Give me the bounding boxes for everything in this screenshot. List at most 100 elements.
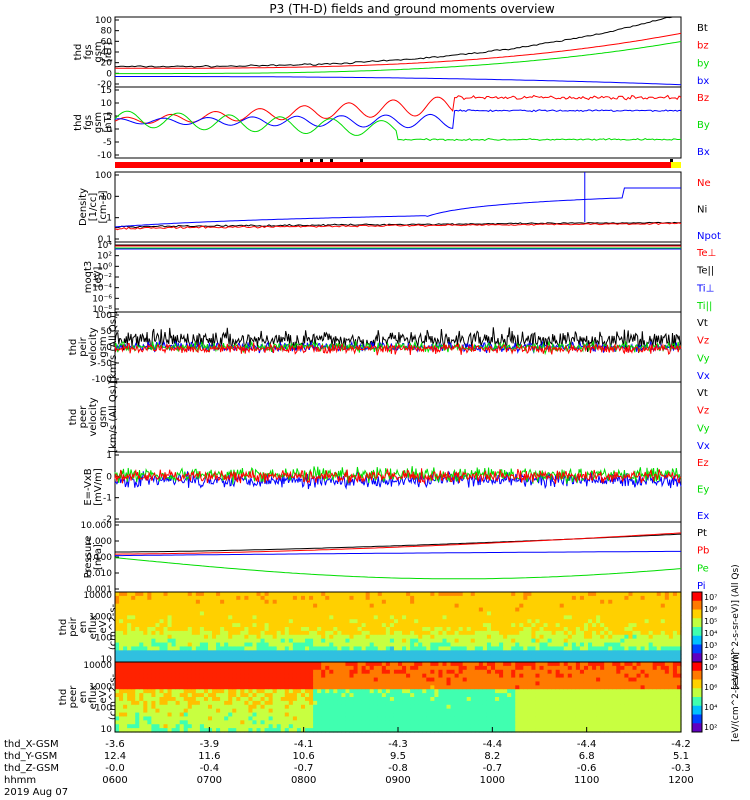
xaxis-value: -0.3: [671, 763, 691, 774]
colorbar-label: [eV/(cm^2-s-sr-eV)] (All Qs): [731, 564, 741, 689]
ytick-label: 1000: [89, 682, 112, 692]
ylabel-line: eflux: [88, 685, 99, 710]
xaxis-value: -4.1: [294, 739, 314, 750]
ytick-label: -100: [92, 375, 113, 385]
ytick-label: 10000: [83, 591, 112, 601]
ylabel-line: [mV/m]: [93, 468, 104, 506]
series-group: [114, 94, 682, 142]
ylabel-line: [eV]: [93, 267, 104, 288]
ytick-label: 0.1: [98, 235, 112, 245]
ylabel-line: (cm^2-s-: [108, 603, 119, 650]
xaxis-value: 11.6: [198, 751, 220, 762]
panel-frame: [114, 451, 682, 523]
ylabel-line: fgs: [83, 44, 94, 59]
series-bt: [114, 16, 681, 68]
xaxis-value: 0800: [291, 775, 316, 786]
series-by: [114, 109, 682, 129]
ylabel-line: fgs: [83, 115, 94, 130]
ylabel-line: peer: [78, 405, 89, 429]
ylabel-line: eV: [98, 690, 109, 703]
xaxis-value: -0.6: [577, 763, 597, 774]
xaxis-value: 1200: [668, 775, 693, 786]
ylabel-line: [km/s (All Qs)]: [108, 311, 119, 383]
ylabel-line: peer: [68, 685, 79, 709]
legend-vz: Vz: [697, 336, 709, 347]
ytick-label: 5: [106, 112, 112, 122]
ylabel-line: [nT]: [103, 42, 114, 62]
series-ni: [114, 221, 682, 229]
legend-vt: Vt: [697, 318, 708, 329]
xaxis-value: 0900: [385, 775, 410, 786]
ytick-label: 10: [101, 99, 113, 109]
series-ez: [114, 467, 682, 485]
ytick-label: 1.000: [86, 537, 112, 547]
xaxis-value: -4.2: [671, 739, 691, 750]
quality-flag-mark: [300, 159, 303, 162]
ylabel-line: thd: [68, 409, 79, 426]
ytick-label: 15: [101, 86, 112, 96]
ylabel-line: moqt3: [83, 261, 94, 294]
panel-7: thd peer velocity gsm [km/s (All Qs)] Vt Vz Vy V…: [68, 381, 710, 453]
series-group: [114, 327, 682, 356]
legend-ex: Ex: [697, 511, 709, 522]
colorbar-tick: 10⁶: [704, 683, 717, 692]
xaxis-value: 1100: [574, 775, 599, 786]
colorbar-tick: 10²: [704, 723, 717, 732]
series-pt: [115, 533, 682, 553]
xaxis-value: -3.9: [200, 739, 220, 750]
xaxis-value: -4.4: [483, 739, 503, 750]
panel-frame: [114, 241, 682, 313]
panel-6: thd peir velocity gsm [km/s (All Qs)]100 50 0 -…: [68, 311, 710, 385]
series-bz: [115, 32, 682, 69]
ytick-label: 0.100: [86, 553, 112, 563]
ylabel-line: thd: [73, 114, 84, 131]
ylabel-line: [cm-3]: [98, 190, 109, 223]
series-ex: [114, 470, 682, 490]
xaxis-value: -0.7: [483, 763, 503, 774]
ytick-label: 10: [101, 725, 113, 735]
ylabel-line: (cm^2-s-: [108, 673, 119, 720]
series-vx: [114, 340, 682, 354]
colorbar-tick: 10⁷: [704, 593, 717, 602]
series-group: [114, 172, 682, 231]
panel-4: Density [1/cc] [cm-3] 100 10 1 0.1 Ne Ni Npot: [78, 171, 721, 245]
ylabel-line: E=-VxB: [83, 468, 94, 505]
ytick-label: 0.010: [86, 569, 112, 579]
quality-flag-mark: [330, 159, 333, 162]
series-by: [115, 41, 682, 75]
ytick-label: 10⁻²: [92, 273, 112, 283]
ylabel-line: gsm: [98, 406, 109, 427]
ytick-label: 80: [101, 27, 113, 37]
colorbar-tick: 10⁴: [704, 629, 717, 638]
series-ne: [114, 222, 682, 231]
colorbar-ion: 10⁷ 10⁶ 10⁵ 10⁴ 10³ 10² [eV/(cm^2-s-sr-eV)] (A…: [691, 564, 741, 690]
ytick-label: 20: [101, 59, 113, 69]
legend-vz: Vz: [697, 406, 709, 417]
ylabel-line: thd: [58, 619, 69, 636]
colorbar-tick: 10²: [704, 653, 717, 662]
ytick-label: -20: [97, 80, 112, 90]
colorbar-tick: 10⁴: [704, 703, 717, 712]
xaxis-date: 2019 Aug 07: [4, 787, 68, 798]
ytick-label: 100: [95, 311, 112, 321]
xaxis-value: 0600: [102, 775, 127, 786]
ytick-label: -5: [103, 138, 112, 148]
xaxis-value: 10.6: [293, 751, 315, 762]
legend-pb: Pb: [697, 546, 709, 557]
ylabel-line: Pressure: [83, 536, 94, 579]
series-vz: [114, 342, 682, 356]
quality-flag-mark: [320, 159, 323, 162]
legend-bz: Bz: [697, 93, 709, 104]
xaxis-value: -0.0: [105, 763, 125, 774]
quality-flag-bar: [115, 162, 681, 168]
series-ey: [114, 466, 682, 485]
ytick-label: 0.001: [86, 585, 112, 595]
ytick-label: 10⁻⁴: [92, 284, 112, 294]
ytick-label: 0: [106, 343, 112, 353]
ylabel-line: Density: [78, 188, 89, 226]
ylabel-line: [nT]: [103, 112, 114, 132]
colorbar-tick: 10⁵: [704, 617, 717, 626]
legend-te: Te||: [696, 266, 714, 277]
ytick-label: -50: [97, 359, 112, 369]
